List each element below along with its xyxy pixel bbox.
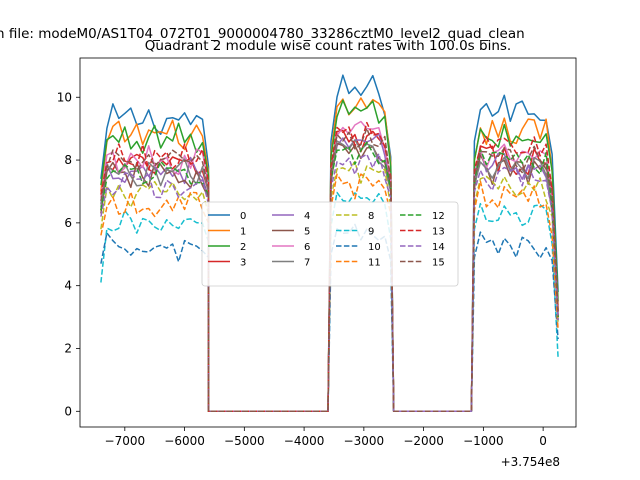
x-tick-label: 0 [539,434,547,448]
y-tick-label: 10 [57,90,72,104]
legend-label-3: 3 [240,258,246,269]
series-line-2 [100,99,559,413]
legend-label-4: 4 [304,211,310,222]
series-line-5 [100,142,559,413]
legend-label-9: 9 [368,227,374,238]
figure-suptitle: n file: modeM0/AS1T04_072T01_9000004780_… [0,26,525,42]
legend-label-6: 6 [304,242,310,253]
chart-title: Quadrant 2 module wise count rates with … [145,38,511,54]
legend-label-15: 15 [432,258,445,269]
legend-label-2: 2 [240,242,246,253]
series-line-13 [100,121,559,413]
legend-frame [201,201,459,287]
series-line-8 [100,160,559,413]
series-line-11 [100,173,559,413]
y-tick-label: 6 [64,216,72,230]
legend-label-10: 10 [368,242,381,253]
legend-label-1: 1 [240,227,246,238]
x-tick-label: −2000 [403,434,444,448]
plot-area [100,74,559,413]
legend-label-13: 13 [432,227,445,238]
legend-label-7: 7 [304,258,310,269]
x-offset-label: +3.754e8 [501,455,560,469]
legend-label-14: 14 [432,242,445,253]
legend-label-12: 12 [432,211,445,222]
series-line-15 [100,127,559,413]
x-tick-label: −7000 [105,434,146,448]
x-tick-label: −6000 [164,434,205,448]
axis-ticks: −7000 −6000 −5000 −4000 −3000 −2000 −1000 0 0 2 4 6… [57,90,547,448]
series-line-10 [100,223,559,413]
x-tick-label: −3000 [344,434,385,448]
y-tick-label: 0 [64,404,72,418]
axes-frame [79,57,577,428]
y-tick-label: 8 [64,153,72,167]
x-tick-label: −5000 [224,434,265,448]
x-tick-label: −1000 [463,434,504,448]
series-line-0 [100,74,559,413]
y-tick-label: 4 [64,279,72,293]
x-tick-label: −4000 [284,434,325,448]
y-tick-label: 2 [64,341,72,355]
legend-label-8: 8 [368,211,374,222]
legend-label-5: 5 [304,227,310,238]
series-line-14 [100,152,559,413]
legend-label-11: 11 [368,258,381,269]
legend-label-0: 0 [240,211,246,222]
